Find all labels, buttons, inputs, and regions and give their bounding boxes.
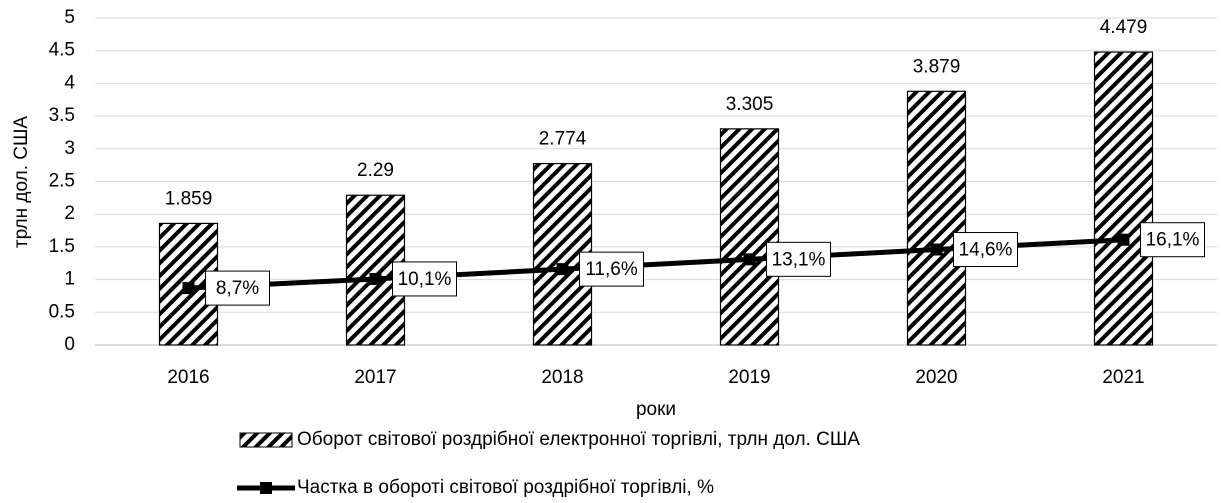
line-marker — [369, 272, 382, 285]
y-tick-label: 2.5 — [49, 171, 75, 192]
bar — [906, 90, 967, 346]
label-box — [579, 251, 644, 287]
bar-value-label: 2.29 — [357, 160, 394, 181]
bar-value-label: 2.774 — [539, 129, 587, 150]
label-box — [953, 232, 1018, 268]
y-tick-label: 1 — [64, 269, 75, 290]
line-value-label: 13,1% — [772, 249, 826, 270]
x-tick-label: 2018 — [541, 367, 583, 388]
bar-value-label: 4.479 — [1100, 17, 1148, 38]
label-box — [205, 270, 270, 306]
label-box — [1140, 222, 1205, 258]
y-tick-label: 2 — [64, 203, 75, 224]
bar — [532, 162, 593, 346]
x-tick-label: 2016 — [167, 367, 209, 388]
label-box — [392, 261, 457, 297]
line-marker — [1117, 233, 1130, 246]
bar-value-label: 3.305 — [726, 94, 774, 115]
bar-value-label: 3.879 — [913, 56, 961, 77]
bar — [719, 128, 780, 346]
legend-swatch — [239, 432, 293, 448]
y-tick-label: 4.5 — [49, 40, 75, 61]
legend-label: Оборот світової роздрібної електронної т… — [297, 429, 860, 450]
y-tick-label: 0.5 — [49, 301, 75, 322]
line-marker — [556, 263, 569, 276]
y-tick-label: 3 — [64, 138, 75, 159]
y-tick-label: 1.5 — [49, 236, 75, 257]
bar — [1093, 51, 1154, 346]
line-marker — [743, 253, 756, 266]
legend-marker — [260, 482, 272, 494]
line-value-label: 14,6% — [959, 240, 1013, 261]
y-tick-label: 5 — [64, 7, 75, 28]
line-value-label: 16,1% — [1146, 230, 1200, 251]
line-marker — [930, 243, 943, 256]
x-axis-label: роки — [636, 399, 676, 420]
x-tick-label: 2019 — [728, 367, 770, 388]
x-tick-label: 2020 — [915, 367, 957, 388]
x-tick-label: 2021 — [1102, 367, 1144, 388]
y-axis-label: трлн дол. США — [11, 116, 32, 248]
line-value-label: 8,7% — [216, 278, 259, 299]
y-tick-label: 4 — [64, 72, 75, 93]
legend-label: Частка в обороті світової роздрібної тор… — [297, 477, 714, 498]
bar-value-label: 1.859 — [165, 188, 213, 209]
line-marker — [182, 282, 195, 295]
y-tick-label: 3.5 — [49, 105, 75, 126]
line-value-label: 11,6% — [585, 259, 638, 280]
label-box — [766, 241, 831, 277]
x-tick-label: 2017 — [354, 367, 396, 388]
line-value-label: 10,1% — [398, 269, 452, 290]
y-tick-label: 0 — [64, 334, 75, 355]
